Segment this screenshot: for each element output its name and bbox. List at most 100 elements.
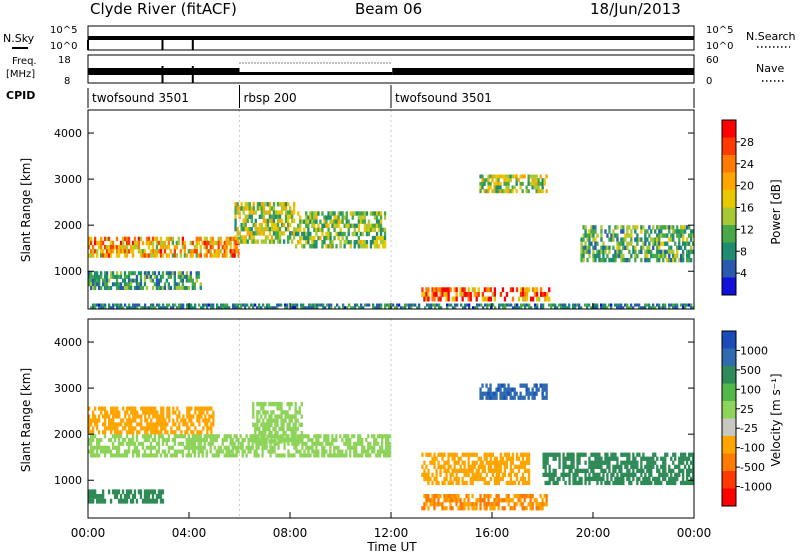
y-tick-label: 4000 — [54, 127, 82, 140]
colorbar-swatch — [722, 225, 736, 243]
echo-region — [234, 202, 296, 244]
freq-label: Freq. — [12, 56, 37, 67]
colorbar-swatch — [722, 488, 736, 507]
velocity-colorbar-label: Velocity [m s⁻¹] — [769, 373, 783, 466]
colorbar-tick-label: -100 — [740, 442, 765, 455]
colorbar-swatch — [722, 366, 736, 384]
colorbar-swatch — [722, 401, 736, 419]
freq-tick-top: 18 — [58, 55, 71, 66]
nsky-tick-bottom: 10^0 — [50, 41, 77, 52]
nsky-trace-band — [88, 36, 694, 40]
power-colorbar-label: Power [dB] — [769, 179, 783, 244]
colorbar-swatch — [722, 348, 736, 367]
y-tick-label: 3000 — [54, 173, 82, 186]
cpid-panel: CPID twofsound 3501 rbsp 200 twofsound 350… — [6, 85, 695, 108]
x-axis-label: Time UT — [366, 540, 417, 554]
nave-label: Nave — [756, 62, 784, 75]
nsky-tick-top: 10^5 — [50, 25, 77, 36]
y-tick-label: 3000 — [54, 382, 82, 395]
x-tick-label: 12:00 — [374, 526, 409, 540]
nsearch-label: N.Search — [746, 30, 796, 43]
y-tick-label: 2000 — [54, 219, 82, 232]
x-tick-label: 20:00 — [576, 526, 611, 540]
echo-region — [421, 287, 551, 302]
colorbar-swatch — [722, 260, 736, 278]
echo-region — [88, 271, 202, 290]
beam-title: Beam 06 — [355, 0, 422, 18]
nave-tick-top: 60 — [706, 55, 719, 66]
echo-region — [88, 406, 215, 435]
colorbar-tick-label: 16 — [740, 202, 754, 215]
freq-trace-seg2 — [392, 68, 694, 75]
x-tick-label: 04:00 — [172, 526, 207, 540]
colorbar-swatch — [722, 383, 736, 402]
colorbar-swatch — [722, 120, 736, 138]
x-tick-label: 08:00 — [273, 526, 308, 540]
colorbar-swatch — [722, 190, 736, 208]
nsearch-tick-top: 10^5 — [706, 25, 733, 36]
echo-region — [479, 383, 548, 400]
colorbar-tick-label: -1000 — [740, 481, 772, 494]
colorbar-tick-label: 24 — [740, 158, 754, 171]
colorbar-tick-label: -25 — [740, 422, 758, 435]
y-tick-label: 1000 — [54, 265, 82, 278]
freq-unit-label: [MHz] — [6, 69, 35, 80]
cpid-segment-label: rbsp 200 — [244, 91, 297, 105]
y-tick-label: 4000 — [54, 336, 82, 349]
colorbar-tick-label: 25 — [740, 403, 754, 416]
colorbar-tick-label: -500 — [740, 461, 765, 474]
nsky-label: N.Sky — [3, 32, 35, 45]
y-tick-label: 1000 — [54, 474, 82, 487]
colorbar-swatch — [722, 471, 736, 489]
colorbar-swatch — [722, 242, 736, 261]
colorbar-tick-label: 4 — [740, 267, 747, 280]
power-panel: 1000 2000 3000 4000 Slant Range [km] — [19, 109, 695, 310]
colorbar-swatch — [722, 436, 736, 454]
date-title: 18/Jun/2013 — [590, 0, 681, 18]
echo-region — [90, 303, 695, 310]
x-tick-label: 16:00 — [475, 526, 510, 540]
freq-panel: Freq. [MHz] 18 8 60 0 Nave — [6, 54, 785, 87]
echo-region — [542, 452, 695, 486]
colorbar-swatch — [722, 453, 736, 472]
colorbar-tick-label: 8 — [740, 245, 747, 258]
freq-trace-seg1 — [88, 68, 240, 75]
colorbar-tick-label: 20 — [740, 180, 754, 193]
y-tick-label: 2000 — [54, 428, 82, 441]
echo-region — [88, 489, 165, 504]
colorbar-tick-label: 28 — [740, 136, 754, 149]
echo-region — [479, 174, 548, 194]
echo-region — [88, 434, 392, 458]
colorbar-swatch — [722, 155, 736, 173]
cpid-segment-label: twofsound 3501 — [92, 91, 189, 105]
colorbar-tick-label: 500 — [740, 364, 761, 377]
colorbar-tick-label: 100 — [740, 383, 761, 396]
x-tick-label: 00:00 — [71, 526, 106, 540]
power-ylabel: Slant Range [km] — [19, 158, 33, 262]
echo-region — [252, 401, 303, 444]
freq-tick-bottom: 8 — [64, 76, 70, 87]
echo-region — [421, 494, 548, 511]
freq-trace-rbsp — [239, 72, 393, 75]
colorbar-swatch — [722, 207, 736, 226]
velocity-panel: 1000 2000 3000 4000 Slant Range [km] — [19, 318, 695, 519]
colorbar-swatch — [722, 277, 736, 296]
station-title: Clyde River (fitACF) — [90, 0, 237, 18]
x-tick-label: 00:00 — [677, 526, 712, 540]
echo-region — [580, 225, 695, 263]
echo-region — [295, 211, 387, 249]
velocity-ylabel: Slant Range [km] — [19, 368, 33, 472]
echo-region — [421, 452, 531, 486]
colorbar-tick-label: 1000 — [740, 344, 768, 357]
colorbar-frame — [721, 330, 737, 507]
colorbar-swatch — [722, 418, 736, 437]
colorbar-swatch — [722, 172, 736, 191]
nsearch-tick-bottom: 10^0 — [706, 41, 733, 52]
colorbar-tick-label: 12 — [740, 223, 754, 236]
power-colorbar: 28 24 20 16 12 8 4 — [721, 119, 754, 296]
colorbar-swatch — [722, 137, 736, 156]
cpid-label: CPID — [6, 89, 35, 102]
nave-tick-bottom: 0 — [706, 76, 712, 87]
colorbar-swatch — [722, 331, 736, 349]
